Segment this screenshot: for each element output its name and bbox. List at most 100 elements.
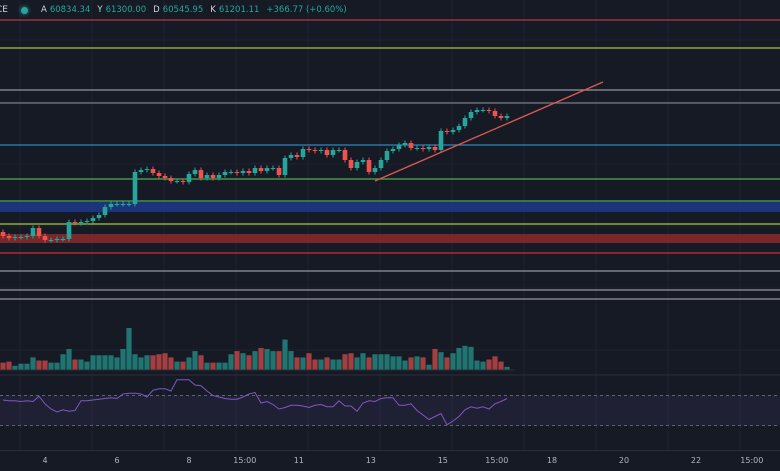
candle-body	[300, 149, 306, 157]
volume-bar	[342, 354, 348, 370]
volume-bar	[408, 357, 414, 370]
candle-body	[120, 204, 126, 205]
candle-body	[210, 175, 216, 178]
time-tick-label: 13	[365, 456, 376, 465]
volume-bar	[72, 359, 78, 370]
candle-body	[414, 148, 420, 149]
candle-body	[144, 169, 150, 170]
volume-bar	[192, 351, 198, 370]
volume-bar	[162, 353, 168, 370]
candle-body	[180, 181, 186, 182]
candle-body	[156, 173, 162, 176]
volume-bar	[390, 356, 396, 370]
candle-body	[282, 158, 288, 175]
volume-bar	[222, 362, 228, 370]
volume-bar	[426, 364, 432, 370]
volume-bar	[150, 355, 156, 370]
volume-bar	[336, 359, 342, 370]
volume-bar	[78, 359, 84, 370]
candle-body	[234, 172, 240, 173]
volume-bar	[126, 328, 132, 370]
candle-body	[438, 131, 444, 150]
volume-bar	[60, 354, 66, 370]
candle-body	[456, 126, 462, 130]
candle-body	[384, 151, 390, 160]
volume-bar	[12, 365, 18, 370]
volume-bar	[498, 361, 504, 370]
volume-bar	[486, 359, 492, 370]
low-label: D	[153, 5, 160, 15]
volume-bar	[312, 359, 318, 370]
candle-body	[90, 218, 96, 221]
volume-bar	[450, 353, 456, 370]
volume-bar	[6, 361, 12, 370]
candle-body	[420, 148, 426, 149]
candle-body	[408, 143, 414, 148]
open-value: 60834.34	[49, 5, 91, 15]
candle-body	[468, 112, 474, 118]
volume-bar	[42, 360, 48, 370]
volume-bar	[36, 360, 42, 370]
volume-bar	[324, 357, 330, 370]
candle-body	[372, 168, 378, 172]
volume-bar	[168, 357, 174, 370]
candle-body	[42, 236, 48, 240]
volume-bar	[504, 366, 510, 370]
volume-bar	[0, 362, 6, 370]
time-tick-label: 6	[114, 456, 120, 465]
candle-body	[360, 160, 366, 162]
candle-body	[54, 239, 60, 240]
candle-body	[348, 160, 354, 168]
volume-bar	[102, 355, 108, 370]
volume-bar	[384, 354, 390, 370]
close-value: 61201.11	[218, 5, 260, 15]
candle-body	[240, 171, 246, 173]
candle-body	[84, 221, 90, 222]
candle-body	[204, 175, 210, 178]
candle-body	[426, 147, 432, 149]
candle-body	[504, 116, 510, 118]
price-change: +366.77 (+0.60%)	[266, 5, 347, 15]
candle-body	[390, 149, 396, 151]
market-status-icon	[20, 6, 28, 14]
candle-body	[216, 175, 222, 178]
time-tick-label: 15:00	[233, 456, 257, 465]
candle-body	[228, 172, 234, 173]
volume-bar	[318, 359, 324, 370]
time-tick-label: 11	[293, 456, 304, 465]
volume-bar	[372, 354, 378, 370]
candle-body	[312, 150, 318, 151]
volume-bar	[354, 357, 360, 370]
candle-body	[222, 172, 228, 175]
candle-body	[276, 168, 282, 175]
volume-bar	[360, 353, 366, 370]
volume-bar	[216, 362, 222, 370]
candle-body	[474, 110, 480, 112]
candle-body	[318, 150, 324, 151]
volume-bar	[474, 360, 480, 370]
volume-bar	[366, 357, 372, 370]
volume-bar	[96, 355, 102, 370]
candle-body	[462, 118, 468, 126]
volume-bar	[444, 357, 450, 370]
volume-bar	[186, 357, 192, 370]
volume-bar	[84, 361, 90, 370]
price-chart[interactable]	[0, 0, 780, 450]
candle-body	[102, 207, 108, 215]
time-tick-label: 20	[618, 456, 630, 465]
candle-body	[324, 150, 330, 155]
candle-body	[258, 168, 264, 171]
volume-bar	[66, 349, 72, 370]
volume-bar	[108, 355, 114, 370]
volume-bar	[156, 354, 162, 370]
time-tick-label: 15:00	[485, 456, 509, 465]
candle-body	[246, 171, 252, 173]
high-label: Y	[97, 5, 103, 15]
volume-bar	[246, 355, 252, 370]
close-label: K	[210, 5, 216, 15]
volume-bar	[234, 351, 240, 370]
price-zone	[0, 202, 780, 212]
candle-body	[186, 174, 192, 182]
